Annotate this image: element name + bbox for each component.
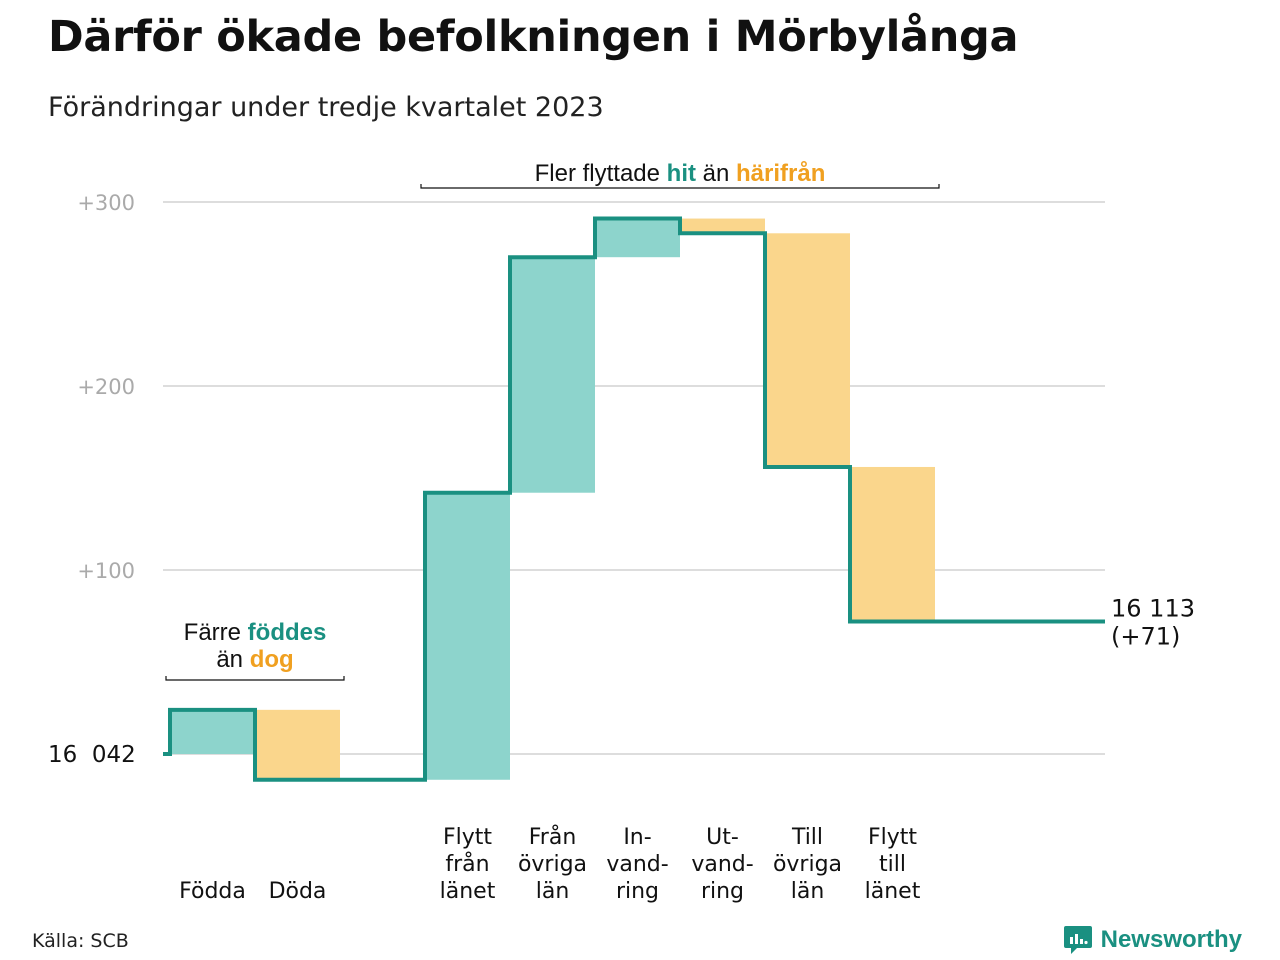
waterfall-bar: [850, 466, 935, 622]
annotation-segment: Färre: [184, 619, 248, 646]
annotation-text: än dog: [216, 646, 293, 673]
category-label: Födda: [179, 879, 246, 904]
annotation-segment: härifrån: [736, 160, 825, 187]
newsworthy-logo-icon: [1063, 926, 1092, 954]
waterfall-bar: [425, 492, 510, 780]
brand-logo: Newsworthy: [1063, 924, 1242, 956]
category-label: från: [445, 851, 489, 877]
category-label: Flytt: [443, 825, 492, 850]
annotation-text: Fler flyttade hit än härifrån: [535, 160, 826, 187]
annotation-segment: hit: [667, 160, 696, 187]
y-tick-label: +200: [77, 375, 135, 399]
annotation-segment: dog: [250, 646, 294, 673]
category-label: län: [536, 879, 570, 904]
category-label: övriga: [773, 852, 842, 877]
category-label: länet: [440, 879, 496, 904]
brand-name: Newsworthy: [1100, 926, 1242, 953]
category-label: till: [879, 852, 906, 877]
category-label: vand-: [691, 852, 753, 877]
end-value-label: 16 113: [1111, 595, 1195, 623]
chart-title: Därför ökade befolkningen i Mörbylånga: [48, 12, 1019, 62]
waterfall-bar: [255, 709, 340, 780]
category-label: Döda: [269, 879, 327, 904]
waterfall-bar: [595, 218, 680, 258]
end-value-label: (+71): [1111, 623, 1180, 651]
category-label: övriga: [518, 852, 587, 877]
category-label: Från: [529, 824, 577, 850]
category-label: In-: [623, 825, 651, 850]
annotation-segment: föddes: [248, 619, 327, 646]
annotation-bracket: [420, 184, 940, 189]
annotation-segment: än: [696, 160, 736, 187]
category-label: län: [791, 879, 825, 904]
category-label: ring: [616, 879, 659, 904]
source-note: Källa: SCB: [32, 930, 129, 952]
category-label: Ut-: [706, 825, 739, 850]
waterfall-bar: [765, 233, 850, 467]
annotation-segment: Fler flyttade: [535, 160, 667, 187]
chart-subtitle: Förändringar under tredje kvartalet 2023: [48, 92, 604, 123]
annotation-segment: än: [216, 646, 249, 673]
cumulative-line: [163, 216, 1105, 782]
category-label: länet: [865, 879, 921, 904]
waterfall-bar: [680, 218, 765, 234]
waterfall-bar: [510, 257, 595, 493]
start-value-label: 16 042: [48, 742, 136, 768]
category-label: Flytt: [868, 825, 917, 850]
annotation-bracket: [165, 676, 345, 681]
category-label: Till: [791, 825, 823, 850]
category-label: ring: [701, 879, 744, 904]
category-label: vand-: [606, 852, 668, 877]
y-tick-label: +100: [77, 559, 135, 583]
waterfall-bar: [170, 709, 255, 754]
annotation-text: Färre föddes: [184, 619, 327, 646]
y-tick-label: +300: [77, 191, 135, 215]
